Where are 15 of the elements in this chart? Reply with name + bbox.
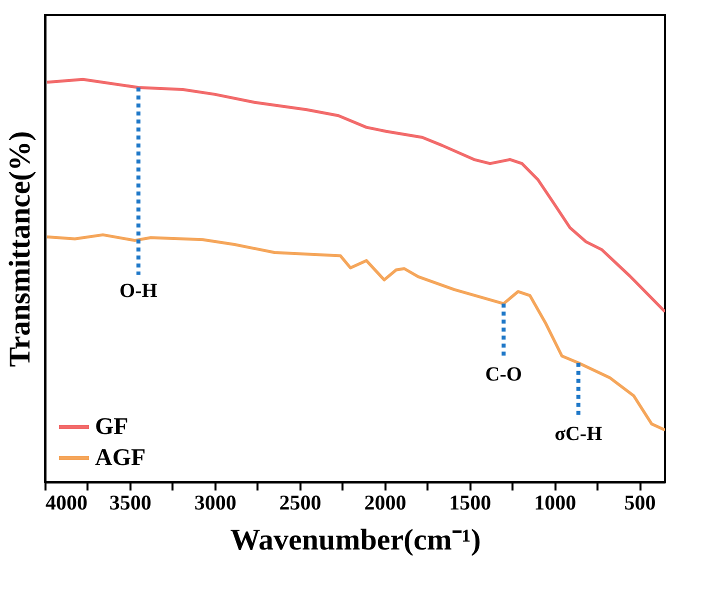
x-tick-label: 2000 <box>364 490 406 514</box>
y-axis-title: Transmittance(%) <box>4 130 36 368</box>
x-axis-title: Wavenumber(cm⁻¹) <box>230 524 481 556</box>
x-tick-label: 1000 <box>534 490 576 514</box>
annotation: O-H <box>120 280 158 302</box>
x-tick-label: 3500 <box>109 490 152 514</box>
legend-label: GF <box>95 414 128 440</box>
annotation: σC-H <box>554 422 603 445</box>
x-tick-label: 4000 <box>46 490 88 514</box>
x-tick-label: 2500 <box>279 490 322 514</box>
x-tick-label: 1500 <box>449 490 492 514</box>
x-tick-label: 3000 <box>194 490 236 514</box>
annotation: C-O <box>485 364 522 386</box>
legend-label: AGF <box>95 445 146 471</box>
x-tick-label: 500 <box>624 490 656 514</box>
